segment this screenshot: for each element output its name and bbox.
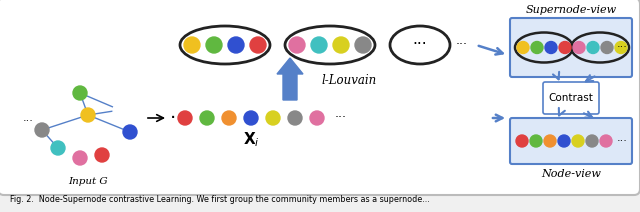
Circle shape — [586, 135, 598, 147]
Circle shape — [615, 42, 627, 53]
Circle shape — [355, 37, 371, 53]
FancyBboxPatch shape — [510, 18, 632, 77]
Circle shape — [184, 37, 200, 53]
Circle shape — [123, 125, 137, 139]
Circle shape — [587, 42, 599, 53]
FancyBboxPatch shape — [510, 118, 632, 164]
Circle shape — [601, 42, 613, 53]
Circle shape — [206, 37, 222, 53]
Text: ···: ··· — [616, 42, 627, 53]
Circle shape — [244, 111, 258, 125]
Circle shape — [311, 37, 327, 53]
Circle shape — [73, 86, 87, 100]
Circle shape — [531, 42, 543, 53]
Circle shape — [289, 37, 305, 53]
Text: l-Louvain: l-Louvain — [322, 74, 377, 86]
Circle shape — [228, 37, 244, 53]
Circle shape — [200, 111, 214, 125]
Circle shape — [559, 42, 571, 53]
Circle shape — [81, 108, 95, 122]
Circle shape — [73, 151, 87, 165]
FancyBboxPatch shape — [543, 82, 599, 114]
Circle shape — [558, 135, 570, 147]
Circle shape — [310, 111, 324, 125]
Text: ···: ··· — [616, 136, 627, 146]
Text: Supernode-view: Supernode-view — [525, 5, 616, 15]
Circle shape — [530, 135, 542, 147]
Circle shape — [573, 42, 585, 53]
Circle shape — [288, 111, 302, 125]
Circle shape — [51, 141, 65, 155]
Text: ···: ··· — [456, 39, 468, 52]
Text: $\mathbf{X}_i$: $\mathbf{X}_i$ — [243, 131, 259, 149]
FancyBboxPatch shape — [0, 0, 640, 195]
Circle shape — [572, 135, 584, 147]
Circle shape — [516, 135, 528, 147]
Text: ···: ··· — [413, 38, 428, 53]
Text: Node-view: Node-view — [541, 169, 601, 179]
FancyArrow shape — [277, 58, 303, 100]
Circle shape — [544, 135, 556, 147]
Circle shape — [545, 42, 557, 53]
Text: ...: ... — [22, 113, 33, 123]
Circle shape — [35, 123, 49, 137]
Text: ···: ··· — [335, 112, 347, 124]
Circle shape — [250, 37, 266, 53]
Circle shape — [222, 111, 236, 125]
Circle shape — [113, 103, 127, 117]
Text: Contrast: Contrast — [548, 93, 593, 103]
Circle shape — [95, 148, 109, 162]
Circle shape — [600, 135, 612, 147]
Circle shape — [266, 111, 280, 125]
Circle shape — [517, 42, 529, 53]
Text: ·: · — [170, 109, 176, 127]
Text: Fig. 2.  Node-Supernode contrastive Learning. We first group the community membe: Fig. 2. Node-Supernode contrastive Learn… — [10, 195, 429, 205]
Text: Input G: Input G — [68, 177, 108, 187]
Circle shape — [333, 37, 349, 53]
Circle shape — [178, 111, 192, 125]
